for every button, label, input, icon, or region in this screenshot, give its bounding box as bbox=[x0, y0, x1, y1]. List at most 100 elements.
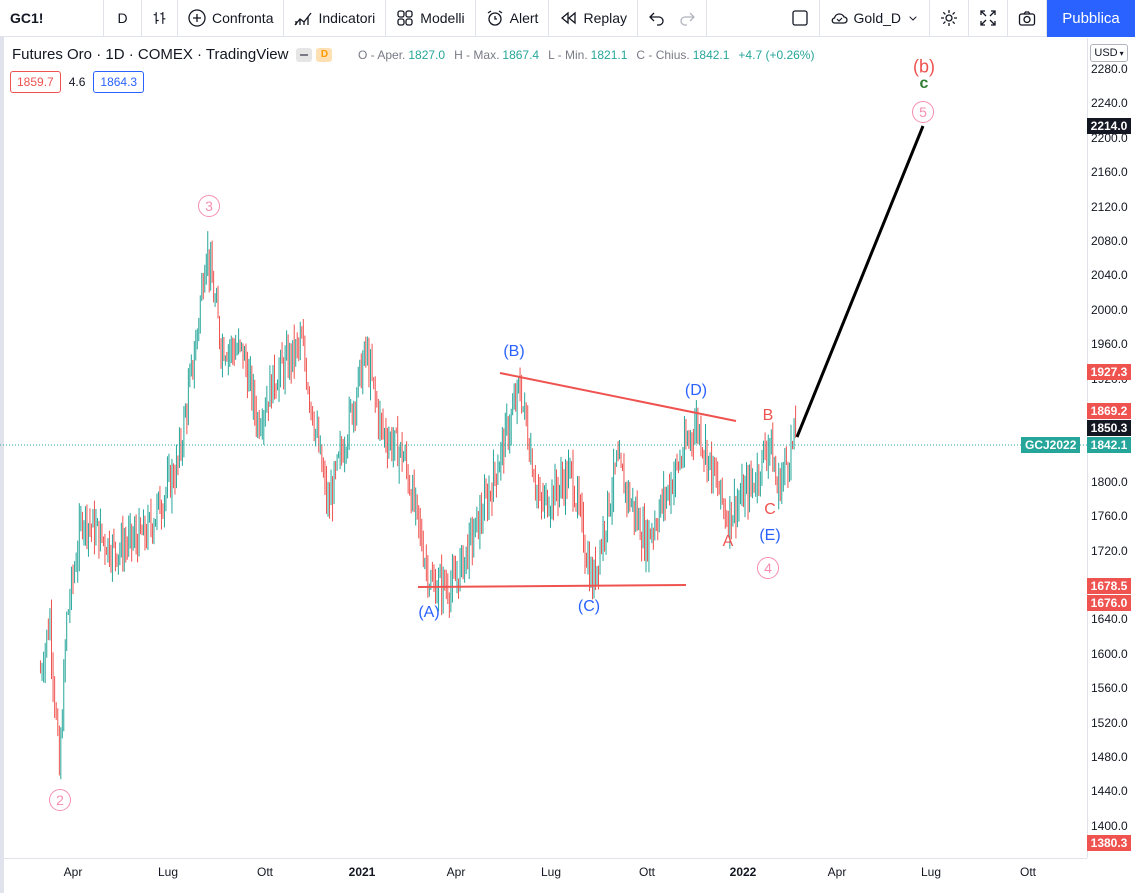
time-tick: Lug bbox=[540, 865, 562, 879]
time-tick: Ott bbox=[1019, 865, 1037, 879]
last-price-label: 1850.3 bbox=[1087, 420, 1131, 436]
replay-label: Replay bbox=[583, 10, 628, 26]
camera-icon bbox=[1018, 11, 1036, 26]
chart-legend-title[interactable]: Futures Oro · 1D · COMEX · TradingView D bbox=[12, 46, 333, 63]
price-label-1927: 1927.3 bbox=[1087, 364, 1131, 380]
time-tick: Apr bbox=[63, 865, 83, 879]
price-tick: 2160.0 bbox=[1091, 165, 1128, 180]
price-tick: 1400.0 bbox=[1091, 818, 1128, 833]
indicators-icon bbox=[294, 12, 312, 26]
layout-menu-button[interactable]: Gold_D bbox=[820, 0, 930, 37]
wave-label-A-red[interactable]: A bbox=[722, 533, 734, 550]
price-chart[interactable] bbox=[0, 38, 1087, 858]
price-tick: 2200.0 bbox=[1091, 130, 1128, 145]
wave-label-b-paren[interactable]: (b) bbox=[913, 56, 935, 77]
high-label: H - Max. bbox=[454, 48, 500, 62]
chart-left-border bbox=[0, 37, 4, 893]
wave-label-B-paren[interactable]: (B) bbox=[503, 343, 525, 360]
indicators-label: Indicatori bbox=[318, 10, 376, 26]
alert-label: Alert bbox=[509, 10, 539, 26]
undo-icon[interactable] bbox=[648, 9, 666, 27]
triangle-upper-trendline bbox=[499, 372, 737, 422]
wave-label-D-paren[interactable]: (D) bbox=[684, 382, 708, 399]
chart-type-button[interactable] bbox=[142, 0, 178, 37]
high-value: 1867.4 bbox=[502, 48, 540, 62]
price-tick: 2280.0 bbox=[1091, 62, 1128, 76]
time-tick: Apr bbox=[827, 865, 847, 879]
price-tick: 1760.0 bbox=[1091, 509, 1128, 524]
wave-label-3[interactable]: 3 bbox=[198, 195, 220, 217]
market-status-icon[interactable] bbox=[296, 47, 313, 62]
target-price-label: 2214.0 bbox=[1087, 118, 1131, 134]
time-tick: Lug bbox=[920, 865, 942, 879]
compare-label: Confronta bbox=[212, 10, 274, 26]
price-tick: 2240.0 bbox=[1091, 96, 1128, 111]
price-label-1678: 1678.5 bbox=[1087, 578, 1131, 594]
templates-grid-icon bbox=[397, 10, 413, 26]
delayed-data-badge[interactable]: D bbox=[316, 47, 333, 62]
interval-label: D bbox=[117, 10, 128, 26]
symbol-price-tag: GCJ2022 bbox=[1021, 437, 1081, 453]
replay-icon bbox=[561, 11, 577, 25]
price-tick: 1720.0 bbox=[1091, 543, 1128, 558]
change-value: +4.7 (+0.26%) bbox=[738, 48, 815, 62]
publish-button[interactable]: Pubblica bbox=[1047, 0, 1135, 37]
title-badges: D bbox=[296, 47, 333, 62]
chevron-down-icon: ▾ bbox=[1119, 48, 1124, 58]
wave-label-4[interactable]: 4 bbox=[757, 557, 779, 579]
redo-icon[interactable] bbox=[678, 9, 696, 27]
low-value: 1821.1 bbox=[590, 48, 628, 62]
replay-button[interactable]: Replay bbox=[549, 0, 639, 37]
indicators-button[interactable]: Indicatori bbox=[284, 0, 387, 37]
snapshot-button[interactable] bbox=[1008, 0, 1047, 37]
currency-label: USD bbox=[1094, 47, 1118, 59]
symbol-description: Futures Oro · 1D · COMEX · TradingView bbox=[12, 46, 289, 63]
fullscreen-selection-button[interactable] bbox=[781, 0, 820, 37]
compare-button[interactable]: Confronta bbox=[178, 0, 285, 37]
templates-button[interactable]: Modelli bbox=[386, 0, 476, 37]
sell-price-button[interactable]: 1859.7 bbox=[10, 71, 61, 93]
gear-icon bbox=[941, 10, 957, 26]
candles-group bbox=[39, 231, 797, 780]
symbol-label: GC1! bbox=[10, 10, 44, 26]
open-label: O - Aper. bbox=[358, 48, 406, 62]
settings-button[interactable] bbox=[930, 0, 969, 37]
wave-label-C-red[interactable]: C bbox=[764, 501, 776, 518]
price-label-1676: 1676.0 bbox=[1087, 595, 1131, 611]
wave-label-c-green[interactable]: c bbox=[919, 75, 929, 92]
toolbar-spacer bbox=[707, 0, 780, 37]
price-tick: 2000.0 bbox=[1091, 302, 1128, 317]
wave-label-E-paren[interactable]: (E) bbox=[759, 527, 781, 544]
wave-label-C-paren[interactable]: (C) bbox=[577, 598, 601, 615]
close-price-label: 1842.1 bbox=[1087, 437, 1131, 453]
price-tick: 1960.0 bbox=[1091, 337, 1128, 352]
symbol-search-button[interactable]: GC1! bbox=[0, 0, 104, 37]
price-label-1869: 1869.2 bbox=[1087, 403, 1131, 419]
wave-label-A-paren[interactable]: (A) bbox=[418, 604, 440, 621]
low-label: L - Min. bbox=[548, 48, 588, 62]
wave-label-2[interactable]: 2 bbox=[49, 789, 71, 811]
square-icon bbox=[791, 10, 808, 26]
price-tick: 1560.0 bbox=[1091, 681, 1128, 696]
buy-price-button[interactable]: 1864.3 bbox=[93, 71, 145, 93]
fullscreen-button[interactable] bbox=[969, 0, 1008, 37]
time-tick: Ott bbox=[638, 865, 656, 879]
time-tick: Lug bbox=[157, 865, 179, 879]
time-tick: Apr bbox=[446, 865, 466, 879]
price-tick: 1800.0 bbox=[1091, 474, 1128, 489]
plus-circle-icon bbox=[188, 9, 206, 27]
price-tick: 2040.0 bbox=[1091, 268, 1128, 283]
close-label: C - Chius. bbox=[636, 48, 690, 62]
price-tick: 2120.0 bbox=[1091, 199, 1128, 214]
time-tick: Ott bbox=[256, 865, 274, 879]
currency-select[interactable]: USD ▾ bbox=[1090, 44, 1128, 62]
interval-button[interactable]: D bbox=[104, 0, 142, 37]
ohlc-values: O - Aper. 1827.0 H - Max. 1867.4 L - Min. 1… bbox=[358, 48, 814, 62]
wave-label-5[interactable]: 5 bbox=[912, 101, 934, 123]
wave-label-B-red[interactable]: B bbox=[762, 407, 774, 424]
time-axis[interactable] bbox=[0, 858, 1087, 893]
spread-value: 4.6 bbox=[68, 75, 86, 89]
alert-button[interactable]: Alert bbox=[476, 0, 550, 37]
price-tick: 1480.0 bbox=[1091, 750, 1128, 764]
open-value: 1827.0 bbox=[408, 48, 446, 62]
